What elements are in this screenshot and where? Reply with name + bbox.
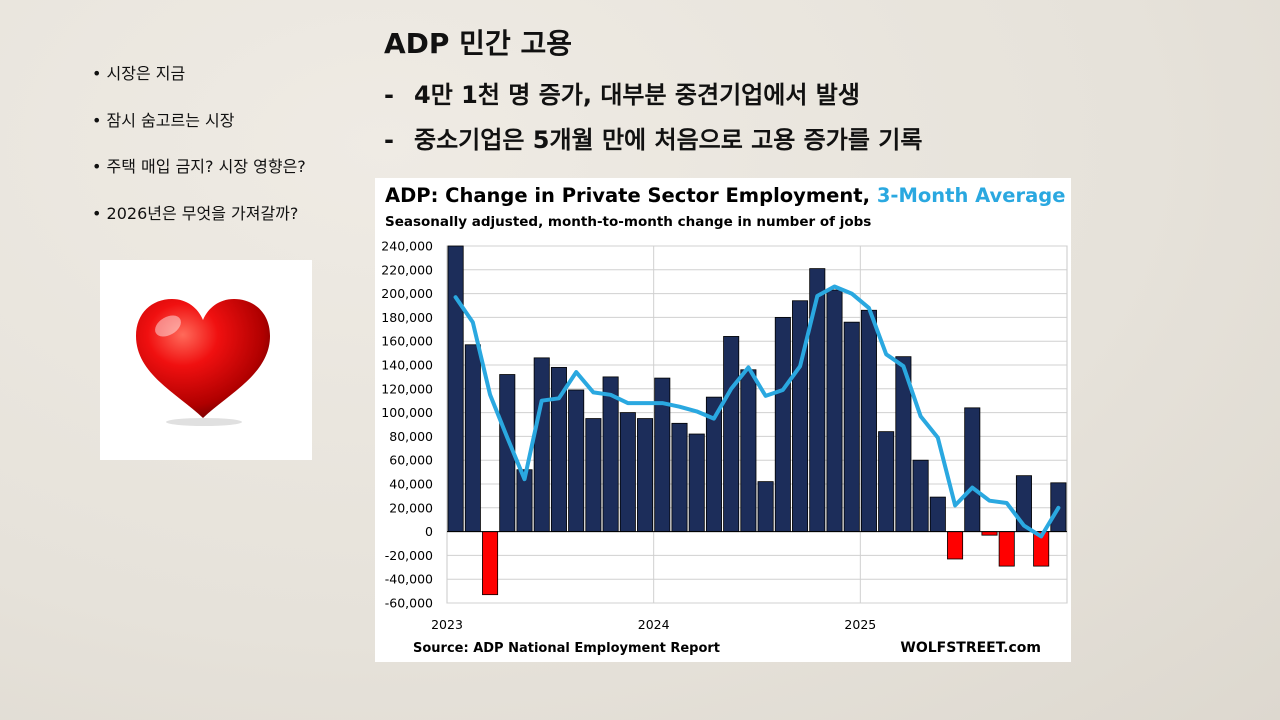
bar: [447, 245, 464, 533]
chart-title-main: ADP: Change in Private Sector Employment…: [385, 184, 877, 207]
y-tick-label: 120,000: [381, 381, 433, 396]
bar-negative: [998, 531, 1015, 567]
bar: [602, 376, 619, 532]
y-tick-label: 240,000: [381, 239, 433, 254]
bar: [671, 422, 688, 532]
y-tick-label: 20,000: [389, 500, 433, 515]
bar: [757, 481, 774, 532]
bar: [688, 433, 705, 532]
heart-image: [100, 260, 312, 460]
y-tick-label: 180,000: [381, 310, 433, 325]
point-text: 중소기업은 5개월 만에 처음으로 고용 증가를 기록: [414, 126, 923, 154]
y-tick-label: 220,000: [381, 262, 433, 277]
bar: [568, 389, 585, 533]
y-tick-label: 160,000: [381, 334, 433, 349]
bar: [637, 418, 654, 533]
bar: [774, 316, 791, 532]
y-tick-label: 80,000: [389, 429, 433, 444]
bar: [878, 431, 895, 532]
plot-area: [446, 245, 1068, 604]
chart-source: Source: ADP National Employment Report: [413, 641, 720, 656]
y-tick-label: 0: [425, 524, 433, 539]
bar: [912, 459, 929, 533]
average-line: [453, 284, 1061, 539]
bar: [464, 344, 481, 533]
chart-title-accent: 3-Month Average: [877, 184, 1066, 207]
y-tick-label: 60,000: [389, 453, 433, 468]
y-tick-label: 100,000: [381, 405, 433, 420]
chart-svg: ADP: Change in Private Sector Employment…: [381, 184, 1068, 656]
bar: [964, 407, 981, 532]
chart-title: ADP: Change in Private Sector Employment…: [385, 184, 1065, 207]
bullet-item[interactable]: 주택 매입 금지? 시장 영향은?: [92, 155, 306, 202]
y-tick-label: 40,000: [389, 477, 433, 492]
bar: [929, 496, 946, 532]
y-tick-label: -20,000: [385, 548, 433, 563]
x-tick-label: 2024: [638, 617, 670, 632]
bar: [585, 418, 602, 533]
chart-brand: WOLFSTREET.com: [900, 640, 1041, 656]
chart-subtitle: Seasonally adjusted, month-to-month chan…: [385, 214, 871, 230]
bullet-item[interactable]: 시장은 지금: [92, 62, 306, 109]
heart-icon: [136, 299, 270, 426]
bar: [809, 268, 826, 532]
y-tick-label: 200,000: [381, 286, 433, 301]
bullet-item[interactable]: 2026년은 무엇을 가져갈까?: [92, 202, 306, 249]
point-item: -4만 1천 명 증가, 대부분 중견기업에서 발생: [384, 78, 922, 123]
slide-title: ADP 민간 고용: [384, 27, 572, 60]
bar: [740, 369, 757, 532]
slide-points: -4만 1천 명 증가, 대부분 중견기업에서 발생 - 중소기업은 5개월 만에…: [384, 78, 922, 168]
bar: [843, 321, 860, 533]
x-tick-label: 2023: [431, 617, 463, 632]
y-tick-label: -60,000: [385, 596, 433, 611]
bar: [792, 300, 809, 532]
bullet-item[interactable]: 잠시 숨고르는 시장: [92, 109, 306, 156]
x-tick-label: 2025: [844, 617, 876, 632]
point-item: - 중소기업은 5개월 만에 처음으로 고용 증가를 기록: [384, 123, 922, 168]
bar: [860, 309, 877, 532]
sidebar-bullets: 시장은 지금 잠시 숨고르는 시장 주택 매입 금지? 시장 영향은? 2026…: [92, 62, 306, 248]
y-tick-label: -40,000: [385, 572, 433, 587]
bar: [533, 357, 550, 533]
bar-negative: [482, 531, 499, 596]
bar: [619, 412, 636, 533]
point-dash: -: [384, 126, 394, 154]
point-dash: -: [384, 81, 394, 109]
employment-chart: ADP: Change in Private Sector Employment…: [375, 178, 1071, 662]
point-text: 4만 1천 명 증가, 대부분 중견기업에서 발생: [414, 81, 860, 109]
bar-negative: [981, 531, 998, 536]
bar-negative: [947, 531, 964, 560]
bar: [826, 289, 843, 533]
bar: [723, 336, 740, 533]
y-tick-label: 140,000: [381, 358, 433, 373]
